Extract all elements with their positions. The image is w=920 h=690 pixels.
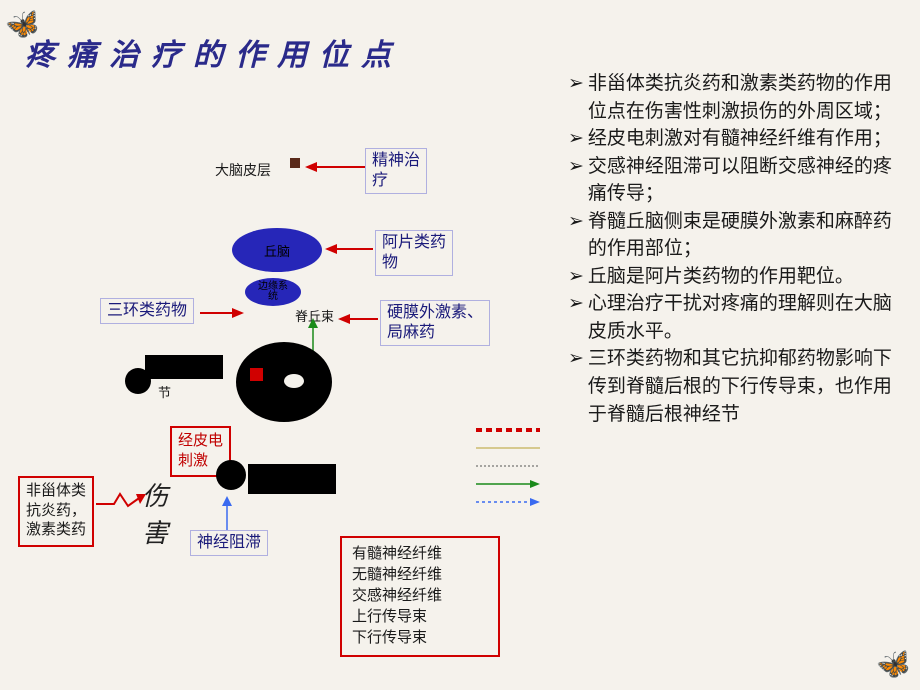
bullet-text: 三环类药物和其它抗抑郁药物影响下传到脊髓后根的下行传导束，也作用于脊髓后根神经节 <box>588 345 908 428</box>
bullet-panel: ➢非甾体类抗炎药和激素类药物的作用位点在伤害性刺激损伤的外周区域； ➢ 经皮电刺… <box>568 70 908 428</box>
tricyclic-arrow <box>200 306 244 320</box>
legend-lines-sample <box>476 424 546 514</box>
legend-item: 下行传导束 <box>352 628 488 649</box>
cortex-label: 大脑皮层 <box>215 160 271 180</box>
epidural-box: 硬膜外激素、 局麻药 <box>380 300 490 346</box>
harm-label: 伤 害 <box>142 476 168 550</box>
ganglion-label: 节 <box>158 382 171 401</box>
nsaids-arrow <box>96 490 144 510</box>
bullet-icon: ➢ <box>568 208 584 263</box>
thalamus-label: 丘脑 <box>264 241 290 260</box>
opioid-arrow <box>325 242 373 256</box>
bullet-text: 经皮电刺激对有髓神经纤维有作用； <box>588 125 892 153</box>
nerve-block-arrow <box>220 496 234 530</box>
nerve-block-box: 神经阻滞 <box>190 530 268 556</box>
butterfly-decoration-br: 🦋 <box>873 644 915 686</box>
tricyclic-box: 三环类药物 <box>100 298 194 324</box>
epidural-arrow <box>338 312 378 326</box>
periph-circle <box>216 460 246 490</box>
thalamus-ellipse: 丘脑 <box>232 228 322 272</box>
bullet-text: 交感神经阻滞可以阻断交感神经的疼痛传导； <box>588 153 908 208</box>
bullet-text: 丘脑是阿片类药物的作用靶位。 <box>588 263 854 291</box>
legend-item: 无髓神经纤维 <box>352 565 488 586</box>
spinal-red-square <box>250 368 263 381</box>
legend-box: 有髓神经纤维 无髓神经纤维 交感神经纤维 上行传导束 下行传导束 <box>340 536 500 657</box>
legend-item: 上行传导束 <box>352 607 488 628</box>
bullet-text: 脊髓丘脑侧束是硬膜外激素和麻醉药的作用部位； <box>588 208 908 263</box>
limbic-ellipse: 边缘系 统 <box>245 278 301 306</box>
bullet-text: 心理治疗干扰对疼痛的理解则在大脑皮质水平。 <box>588 290 908 345</box>
page-title: 疼痛治疗的作用位点 <box>25 30 403 74</box>
bullet-icon: ➢ <box>568 263 584 291</box>
periph-rect <box>248 464 336 494</box>
opioid-box: 阿片类药 物 <box>375 230 453 276</box>
nsaids-box: 非甾体类 抗炎药， 激素类药 <box>18 476 94 547</box>
psychotherapy-arrow <box>305 160 365 174</box>
legend-item: 交感神经纤维 <box>352 586 488 607</box>
bullet-icon: ➢ <box>568 125 584 153</box>
cortex-square <box>290 158 300 168</box>
bullet-icon: ➢ <box>568 290 584 345</box>
bullet-icon: ➢ <box>568 345 584 428</box>
spinal-inner-dot <box>284 374 304 388</box>
bullet-text: 非甾体类抗炎药和激素类药物的作用位点在伤害性刺激损伤的外周区域； <box>588 70 908 125</box>
bullet-icon: ➢ <box>568 153 584 208</box>
bullet-icon: ➢ <box>568 70 584 125</box>
limbic-label: 边缘系 统 <box>258 282 288 302</box>
legend-item: 有髓神经纤维 <box>352 544 488 565</box>
ganglion-rect <box>145 355 223 379</box>
diagram-area: 大脑皮层 精神治 疗 丘脑 阿片类药 物 边缘系 统 脊丘束 三环类药物 硬膜外… <box>10 120 540 660</box>
psychotherapy-box: 精神治 疗 <box>365 148 427 194</box>
